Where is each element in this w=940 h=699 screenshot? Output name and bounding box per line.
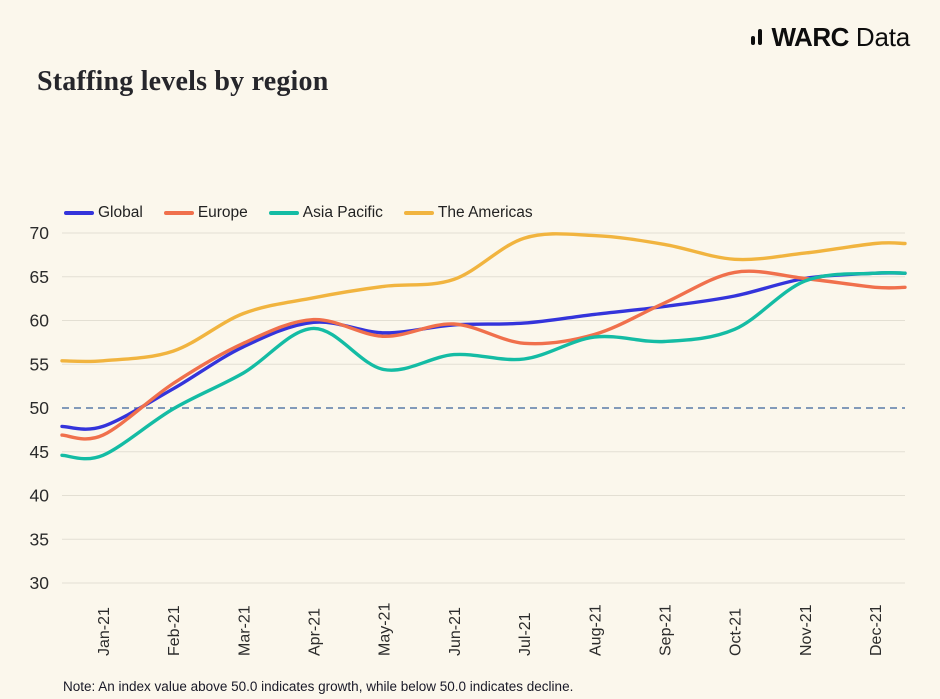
series-line-the-americas <box>60 232 907 364</box>
legend-item-asia-pacific[interactable]: Asia Pacific <box>268 204 383 222</box>
legend-label: Asia Pacific <box>302 204 383 221</box>
legend-item-the-americas[interactable]: The Americas <box>403 204 533 222</box>
legend-swatch-asia-pacific <box>268 211 299 215</box>
warc-data-logo: WARC Data <box>750 22 910 52</box>
x-axis-tick-label: Feb-21 <box>166 605 183 656</box>
logo-brand-bold: WARC <box>771 22 849 52</box>
x-axis-tick-label: Jun-21 <box>447 607 464 656</box>
x-axis-tick-label: Dec-21 <box>868 604 885 656</box>
y-axis-tick-label: 30 <box>30 573 50 593</box>
x-axis-tick-label: Sep-21 <box>657 604 674 656</box>
chart-title: Staffing levels by region <box>37 66 329 97</box>
legend-swatch-global <box>64 211 94 215</box>
y-axis-tick-label: 55 <box>30 354 49 374</box>
y-axis-tick-label: 65 <box>30 267 49 287</box>
x-axis-tick-label: Jan-21 <box>96 607 113 656</box>
y-axis-tick-label: 70 <box>30 223 50 243</box>
series-line-europe <box>60 269 907 441</box>
y-axis-tick-label: 35 <box>30 529 49 549</box>
y-axis-tick-label: 40 <box>30 486 50 506</box>
legend-swatch-the-americas <box>403 211 434 215</box>
x-axis-tick-label: Jul-21 <box>517 612 534 656</box>
x-axis-tick-label: Aug-21 <box>587 604 604 656</box>
series-line-asia-pacific <box>60 270 907 461</box>
series-line-global <box>60 271 907 431</box>
legend-label: Europe <box>197 204 248 221</box>
legend-label: Global <box>98 204 143 221</box>
x-axis-tick-label: Nov-21 <box>798 604 815 656</box>
legend-item-europe[interactable]: Europe <box>163 204 248 222</box>
x-axis-tick-label: Oct-21 <box>728 608 745 656</box>
chart-legend: Global Europe Asia Pacific The Americas <box>64 204 533 222</box>
y-axis-tick-label: 45 <box>30 442 49 462</box>
x-axis-tick-label: May-21 <box>377 603 394 656</box>
x-axis-tick-label: Mar-21 <box>236 605 253 656</box>
y-axis-tick-label: 60 <box>30 311 50 331</box>
logo-brand-regular: Data <box>855 22 910 52</box>
x-axis-tick-label: Apr-21 <box>307 608 324 656</box>
legend-label: The Americas <box>437 204 533 221</box>
legend-item-global[interactable]: Global <box>64 204 143 222</box>
footnote: Note: An index value above 50.0 indicate… <box>63 679 574 694</box>
bar-chart-icon <box>750 29 763 45</box>
y-axis-tick-label: 50 <box>30 398 50 418</box>
legend-swatch-europe <box>163 211 194 215</box>
